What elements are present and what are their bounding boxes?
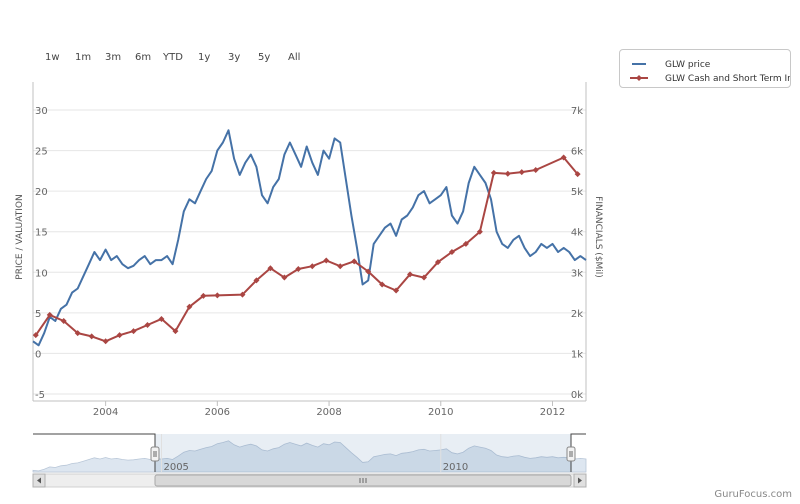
- cash-data-point: [337, 263, 344, 270]
- cash-data-point: [295, 266, 302, 273]
- cash-data-point: [172, 328, 179, 335]
- range-button-6m[interactable]: 6m: [135, 52, 152, 63]
- cash-data-point: [490, 169, 497, 176]
- chart-grid: [33, 109, 586, 395]
- cash-data-point: [393, 287, 400, 294]
- cash-data-point: [309, 263, 316, 270]
- cash-data-point: [532, 167, 539, 174]
- cash-data-point: [434, 259, 441, 266]
- legend-item-glw-price[interactable]: GLW price: [620, 58, 790, 72]
- left-tick-label: 0: [35, 349, 41, 360]
- scroll-right-arrow-icon: [578, 477, 582, 484]
- cash-data-point: [74, 330, 81, 337]
- legend-label-price: GLW price: [665, 60, 711, 70]
- cash-data-point: [518, 169, 525, 176]
- right-tick-label: 5k: [571, 187, 583, 198]
- legend-line-icon: [632, 63, 646, 65]
- right-axis-ticks: 0k 1k 2k 3k 4k 5k 6k 7k: [571, 106, 583, 401]
- cash-series-line: [34, 156, 579, 343]
- right-tick-label: 2k: [571, 309, 583, 320]
- cash-data-point: [239, 291, 246, 298]
- cash-data-point: [116, 332, 123, 339]
- right-tick-label: 0k: [571, 390, 583, 401]
- navigator-year-label: 2010: [443, 462, 468, 473]
- cash-data-point: [448, 249, 455, 255]
- x-axis-ticks: 2004 2006 2008 2010 2012: [93, 401, 565, 418]
- chart-legend: GLW price GLW Cash and Short Term Inv: [619, 49, 791, 88]
- right-tick-label: 4k: [571, 228, 583, 239]
- cash-data-point: [407, 271, 414, 278]
- cash-data-point: [253, 277, 260, 284]
- legend-marker-icon: [630, 75, 648, 81]
- cash-data-point: [267, 265, 274, 272]
- right-tick-label: 1k: [571, 349, 583, 360]
- cash-data-point: [158, 315, 165, 322]
- legend-item-glw-cash[interactable]: GLW Cash and Short Term Inv: [620, 72, 790, 86]
- x-tick-label: 2008: [316, 407, 341, 418]
- x-tick-label: 2004: [93, 407, 118, 418]
- left-axis-title: PRICE / VALUATION: [15, 194, 25, 279]
- right-tick-label: 3k: [571, 268, 583, 279]
- left-axis-ticks: -5 0 5 10 15 20 25 30: [35, 106, 48, 401]
- left-tick-label: 20: [35, 187, 48, 198]
- left-tick-label: -5: [35, 390, 45, 401]
- cash-data-point: [560, 154, 567, 161]
- cash-data-point: [60, 317, 67, 324]
- range-button-1y[interactable]: 1y: [198, 52, 211, 63]
- brand-watermark: GuruFocus.com: [714, 489, 792, 500]
- range-button-all[interactable]: All: [288, 52, 301, 63]
- cash-data-point: [102, 338, 109, 345]
- left-tick-label: 30: [35, 106, 48, 117]
- navigator-handle: [150, 446, 160, 462]
- price-series-line: [32, 129, 587, 347]
- cash-data-point: [46, 311, 53, 318]
- navigator-selection: [155, 434, 571, 472]
- right-axis-title: FINANCIALS ($Mil): [593, 196, 603, 278]
- cash-data-point: [462, 240, 469, 247]
- navigator[interactable]: 2005 2010: [32, 433, 587, 488]
- navigator-handle: [566, 446, 576, 462]
- range-button-1m[interactable]: 1m: [75, 52, 92, 63]
- cash-data-point: [281, 274, 288, 281]
- left-tick-label: 15: [35, 228, 48, 239]
- cash-data-point: [88, 333, 95, 340]
- cash-data-point: [365, 268, 372, 275]
- cash-data-point: [379, 281, 386, 288]
- cash-data-point: [323, 257, 330, 264]
- x-tick-label: 2006: [205, 407, 230, 418]
- cash-data-point: [200, 292, 207, 299]
- left-tick-label: 10: [35, 268, 48, 279]
- right-tick-label: 7k: [571, 106, 583, 117]
- cash-data-point: [186, 303, 193, 310]
- cash-data-point: [214, 292, 221, 299]
- chart-series: [32, 129, 587, 347]
- right-tick-label: 6k: [571, 147, 583, 158]
- chart-axes: [32, 82, 587, 402]
- left-tick-label: 5: [35, 309, 41, 320]
- range-button-5y[interactable]: 5y: [258, 52, 271, 63]
- cash-data-point: [504, 170, 511, 177]
- cash-data-point: [421, 274, 428, 281]
- x-tick-label: 2012: [540, 407, 565, 418]
- navigator-year-label: 2005: [163, 462, 188, 473]
- range-button-3m[interactable]: 3m: [105, 52, 122, 63]
- range-button-ytd[interactable]: YTD: [163, 52, 183, 63]
- cash-data-point: [144, 322, 151, 329]
- x-tick-label: 2010: [428, 407, 453, 418]
- cash-data-point: [351, 258, 358, 265]
- cash-data-point: [130, 328, 137, 335]
- cash-data-point: [476, 228, 483, 235]
- legend-diamond-marker: [636, 75, 642, 81]
- cash-data-point: [32, 332, 39, 339]
- scroll-left-arrow-icon: [37, 477, 41, 484]
- range-button-3y[interactable]: 3y: [228, 52, 241, 63]
- cash-data-point: [574, 171, 581, 178]
- legend-label-cash: GLW Cash and Short Term Inv: [665, 74, 791, 84]
- navigator-area: [32, 440, 587, 473]
- left-tick-label: 25: [35, 147, 48, 158]
- range-button-1w[interactable]: 1w: [45, 52, 60, 63]
